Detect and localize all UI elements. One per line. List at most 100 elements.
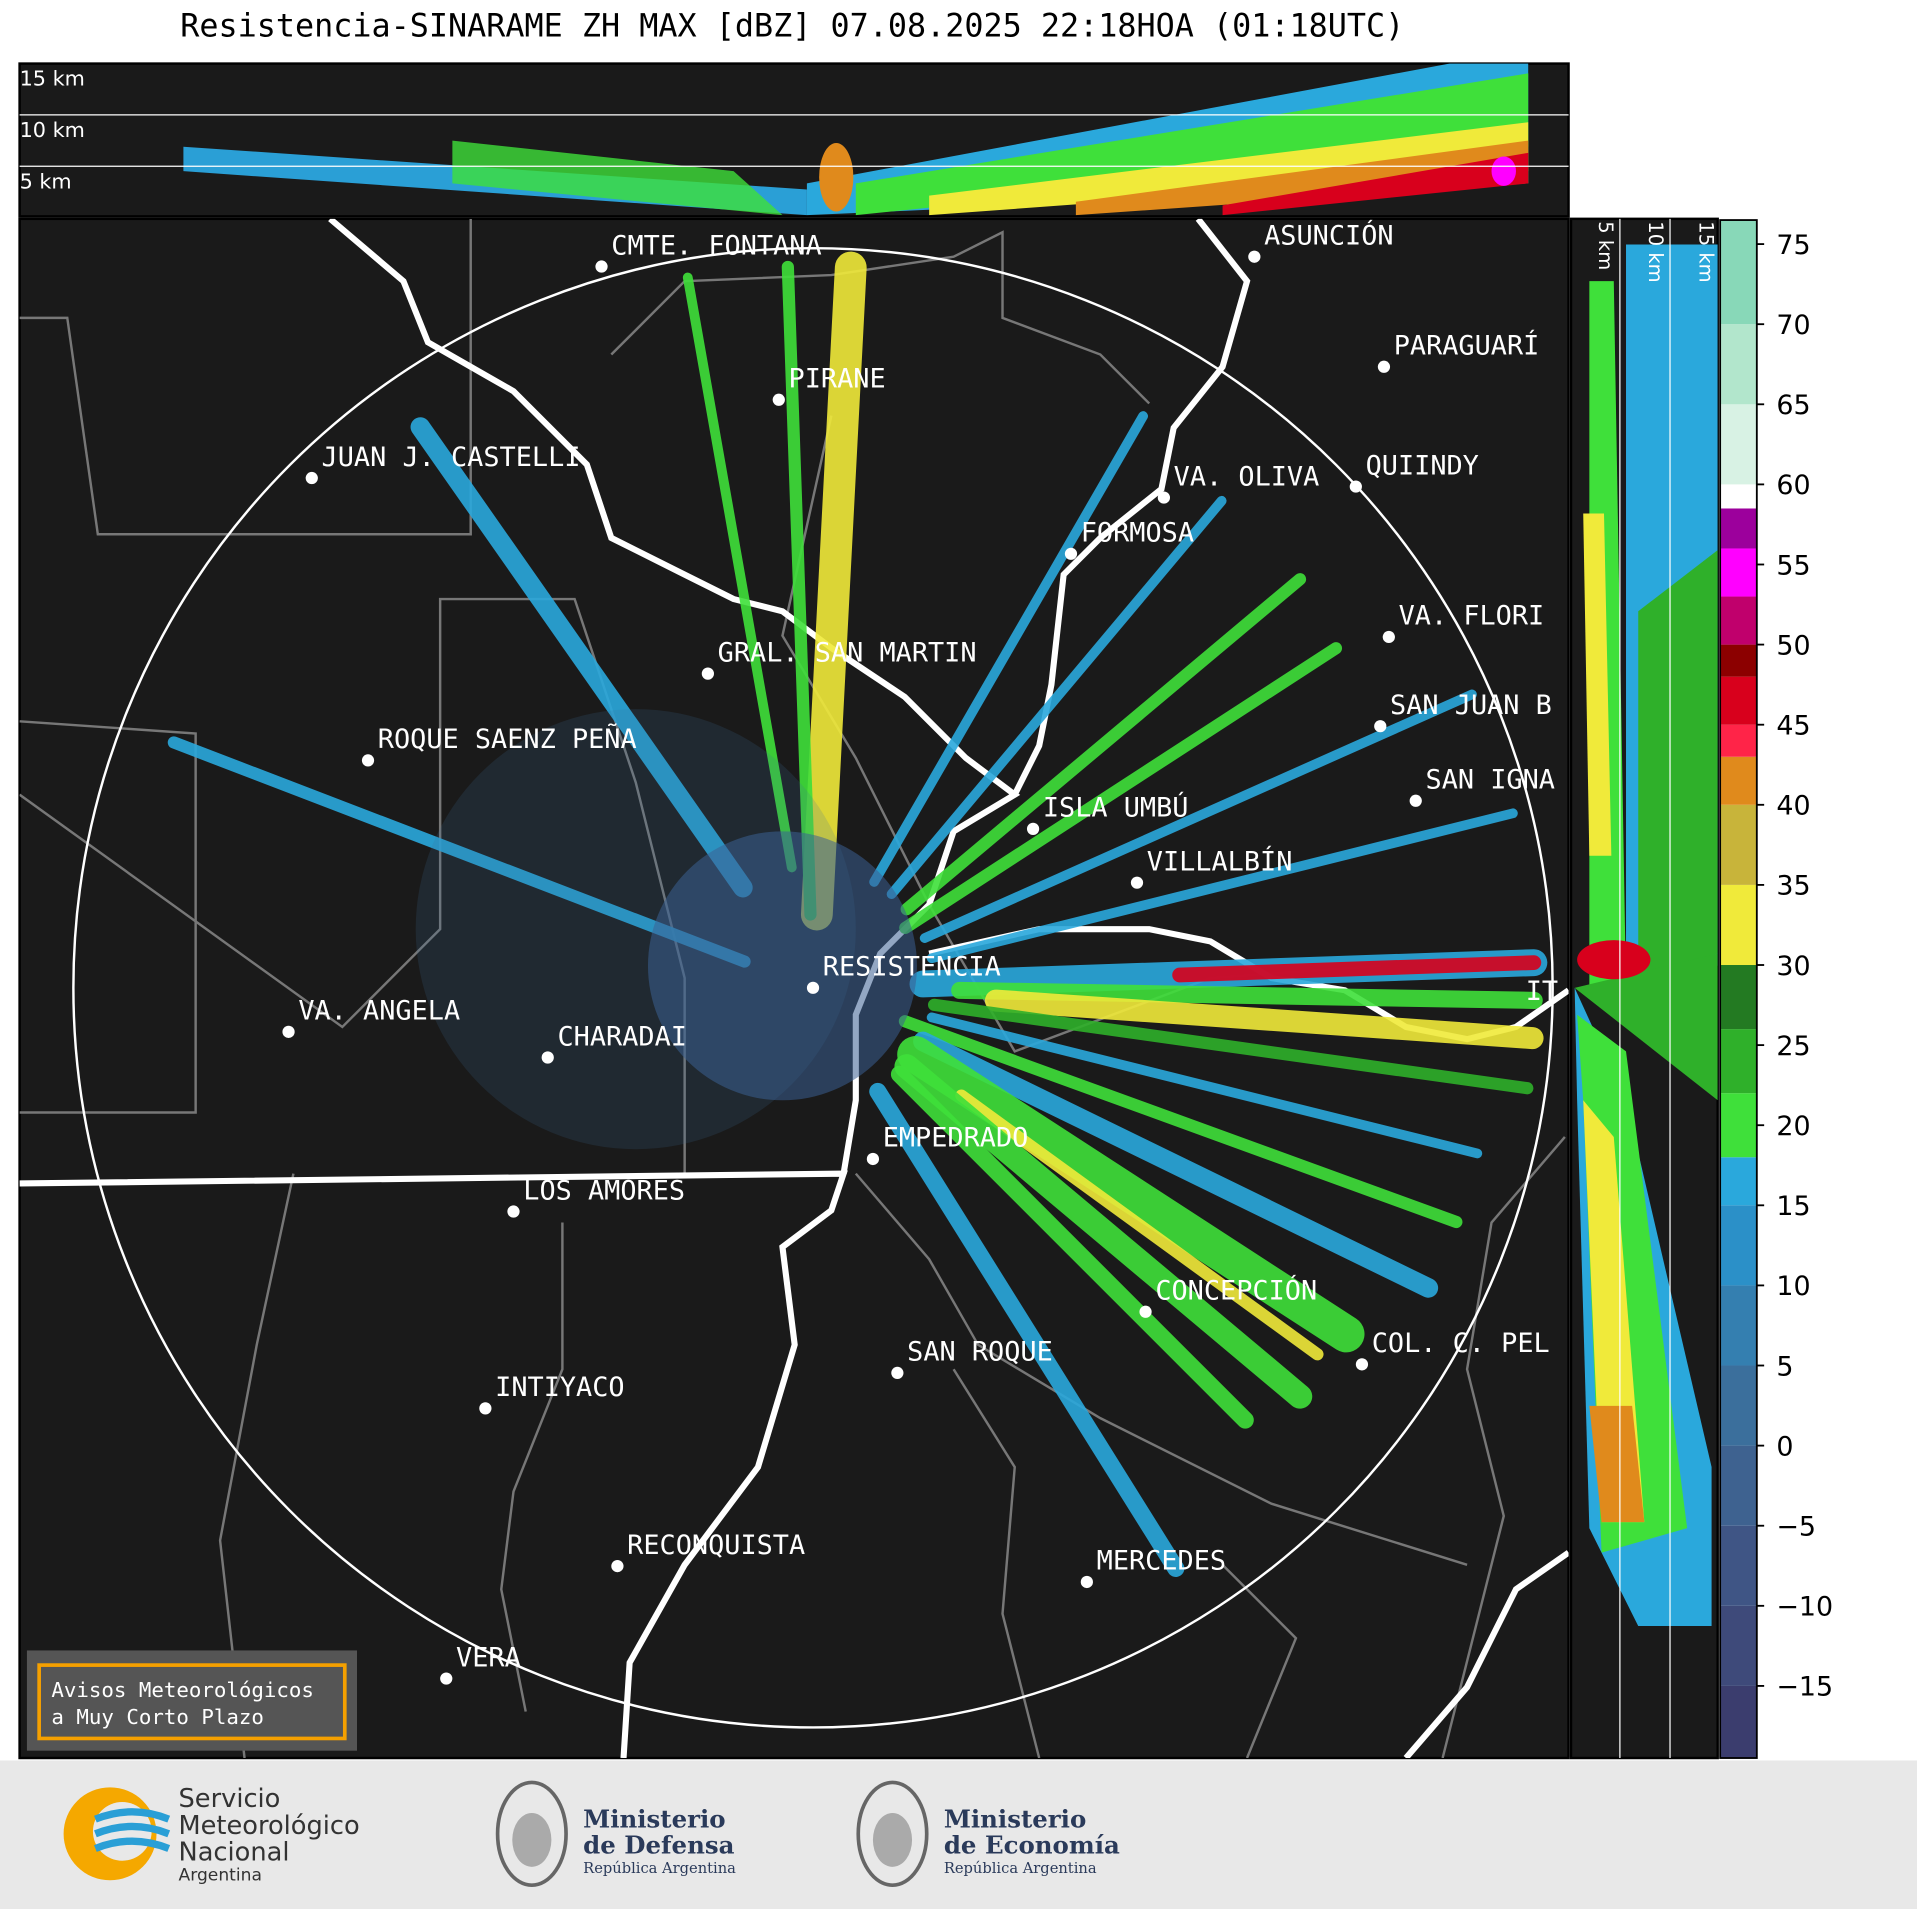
city-label: VA. OLIVA [1174, 461, 1320, 492]
radar-ray [886, 495, 1227, 900]
notice-text: a Muy Corto Plazo [51, 1705, 264, 1729]
radar-ray [898, 1015, 1463, 1229]
city-dot [1080, 1575, 1093, 1589]
city-dot [1349, 480, 1362, 493]
colorbar-tick-label: 25 [1776, 1031, 1810, 1062]
logo-text: Servicio [179, 1784, 281, 1814]
city-dot [891, 1366, 904, 1380]
radar-ray [955, 1089, 1324, 1361]
colorbar-band [1720, 1445, 1757, 1526]
city-label: VA. ANGELA [298, 996, 460, 1027]
colorbar-band [1720, 596, 1757, 645]
colorbar-tick-label: 55 [1776, 550, 1810, 581]
logo-text: República Argentina [944, 1860, 1097, 1877]
city-dot [611, 1559, 624, 1573]
map: CMTE. FONTANA ASUNCIÓN PARAGUARÍ PIRANE JUAN… [18, 217, 1570, 1760]
city-dot [1374, 720, 1387, 733]
colorbar-frame [1719, 219, 1758, 1759]
city-dot [1139, 1305, 1152, 1318]
city-label: FORMOSA [1081, 518, 1194, 549]
radar-ray [800, 251, 867, 931]
city-dot [305, 471, 318, 485]
city-dot [507, 1205, 520, 1218]
title: Resistencia-SINARAME ZH MAX [dBZ] 07.08.… [180, 9, 1404, 45]
height-label: 5 km [1594, 221, 1617, 270]
radar-ray [926, 808, 1518, 964]
colorbar-band [1720, 1093, 1757, 1158]
colorbar-tick-label: 60 [1776, 470, 1810, 501]
radar-ray [927, 998, 1534, 1095]
colorbar-tick-label: 75 [1776, 230, 1810, 261]
colorbar-tick-label: 5 [1776, 1351, 1793, 1382]
city-label: VILLALBÍN [1147, 845, 1293, 877]
city-dot [595, 260, 608, 273]
city-dot [1064, 547, 1078, 560]
notice-text: Avisos Meteorológicos [51, 1678, 314, 1702]
logo-text: Ministerio [944, 1805, 1086, 1834]
city-dot [1355, 1358, 1369, 1371]
colorbar-band [1720, 508, 1757, 549]
radar-ray [781, 260, 817, 921]
colorbar-band [1720, 724, 1757, 757]
colorbar-tick-label: 20 [1776, 1111, 1810, 1142]
colorbar-band [1720, 1157, 1757, 1206]
colorbar-band [1720, 965, 1757, 1030]
colorbar-band [1720, 1205, 1757, 1286]
city-dot [361, 754, 375, 767]
city-label: COL. C. PEL [1372, 1328, 1550, 1359]
colorbar-tick-label: 30 [1776, 951, 1810, 982]
colorbar-band [1720, 676, 1757, 725]
radar-ray [913, 1031, 1439, 1298]
clutter [415, 709, 856, 1150]
logo-text: Argentina [179, 1865, 262, 1885]
colorbar-band [1720, 1365, 1757, 1446]
radar-ray [410, 417, 753, 898]
radar-ray [682, 272, 797, 873]
colorbar-band [1720, 1605, 1757, 1686]
radar-ray [167, 736, 751, 968]
city-label: ASUNCIÓN [1264, 220, 1393, 252]
colorbar-band [1720, 804, 1757, 885]
side-panel: 5 km 10 km 15 km [1569, 217, 1719, 1760]
top-panel: 15 km 10 km 5 km [18, 62, 1570, 218]
colorbar-tick-label: 15 [1776, 1191, 1810, 1222]
city-label: SAN JUAN B [1390, 690, 1552, 721]
city-label: MERCEDES [1097, 1546, 1226, 1577]
city-dot [1382, 630, 1395, 644]
radar-ray [869, 411, 1148, 887]
city-label: EMPEDRADO [883, 1123, 1029, 1154]
city-label: INTIYACO [495, 1372, 624, 1403]
radar-ray [926, 1012, 1483, 1159]
height-label: 15 km [1694, 221, 1717, 282]
notice-box [26, 1650, 358, 1751]
radar-ray [890, 1065, 1254, 1429]
radar-ray [897, 1036, 1365, 1353]
radar-ray [984, 989, 1544, 1050]
city-dot [701, 667, 714, 680]
city-dot [479, 1402, 492, 1415]
city-label: VERA [456, 1642, 521, 1673]
city-label: QUIINDY [1366, 450, 1479, 481]
footer-bg [0, 1760, 1917, 1909]
city-label: RECONQUISTA [627, 1530, 805, 1561]
city-dot [772, 393, 785, 406]
radar-ray [951, 981, 1543, 1009]
colorbar-tick-label: 45 [1776, 710, 1810, 741]
colorbar-band [1720, 756, 1757, 805]
city-dot [1157, 491, 1170, 504]
colorbar-band [1720, 644, 1757, 677]
city-dot [440, 1672, 453, 1685]
clutter [647, 831, 917, 1101]
colorbar-band [1720, 1029, 1757, 1094]
radar-ray [869, 1082, 1185, 1577]
radar-ray [894, 1054, 1313, 1409]
city-dot [282, 1025, 295, 1038]
colorbar-band [1720, 548, 1757, 597]
radar-ray [899, 642, 1343, 935]
radar-ray [1172, 955, 1542, 983]
city-label: CONCEPCIÓN [1155, 1275, 1317, 1307]
height-label: 10 km [1644, 221, 1667, 282]
colorbar-band [1720, 884, 1757, 966]
logo-defensa: Ministerio de Defensa República Argentin… [495, 1780, 736, 1887]
